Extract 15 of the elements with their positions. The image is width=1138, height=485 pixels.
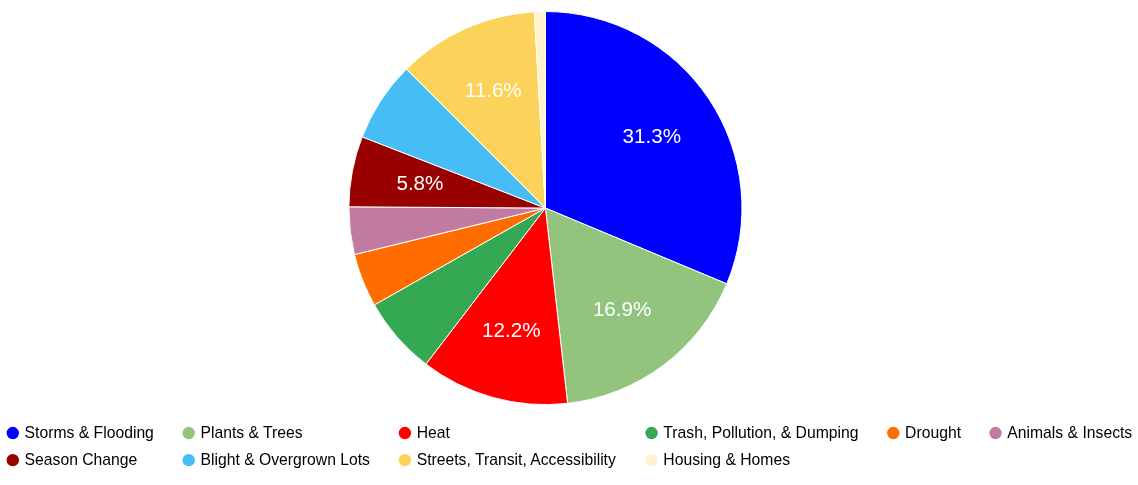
legend-label: Blight & Overgrown Lots [200, 451, 371, 469]
legend-label: Drought [905, 423, 962, 441]
legend-label: Season Change [24, 451, 138, 469]
data-label: 11.6% [464, 78, 522, 102]
legend-label: Housing & Homes [663, 451, 791, 469]
data-label: 31.3% [622, 124, 681, 148]
data-label: 16.9% [592, 297, 652, 321]
legend-label: Trash, Pollution, & Dumping [663, 423, 859, 441]
legend-label: Animals & Insects [1007, 423, 1133, 441]
legend-label: Heat [416, 423, 451, 441]
legend-label: Storms & Flooding [24, 423, 154, 441]
legend-label: Streets, Transit, Accessibility [416, 451, 616, 469]
data-label: 5.8% [396, 171, 444, 195]
data-label: 12.2% [482, 318, 541, 342]
legend-label: Plants & Trees [200, 423, 303, 441]
